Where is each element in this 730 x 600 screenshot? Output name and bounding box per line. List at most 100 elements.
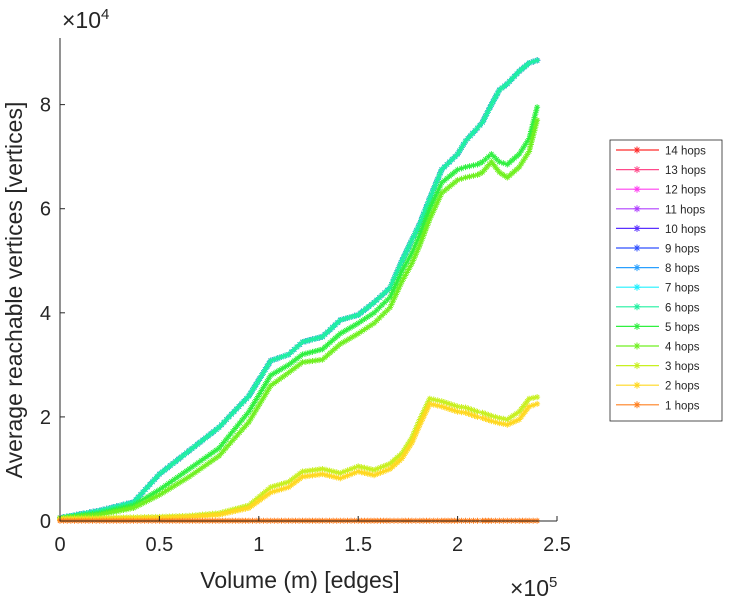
data-point-marker — [243, 411, 250, 418]
data-point-marker — [279, 365, 286, 372]
data-point-marker — [256, 493, 263, 500]
data-point-marker — [188, 445, 195, 452]
data-point-marker — [267, 372, 274, 379]
data-point-marker — [358, 318, 365, 325]
legend-entry: 10 hops — [616, 224, 706, 236]
data-point-marker — [324, 341, 331, 348]
data-point-marker — [179, 514, 186, 521]
data-point-marker — [428, 192, 435, 199]
legend-marker-icon — [633, 146, 641, 154]
data-point-marker — [192, 469, 199, 476]
data-point-marker — [262, 391, 269, 398]
data-point-marker — [504, 80, 511, 87]
data-point-marker — [306, 472, 313, 479]
data-point-marker — [186, 513, 193, 520]
data-point-marker — [449, 171, 456, 178]
data-point-marker — [424, 222, 431, 229]
data-point-marker — [377, 464, 384, 471]
data-point-marker — [404, 446, 411, 453]
x-multiplier: ×10 — [510, 575, 549, 600]
data-point-marker — [299, 473, 306, 480]
data-point-marker — [437, 169, 444, 176]
data-point-marker — [247, 405, 254, 412]
data-point-marker — [262, 493, 269, 500]
data-point-marker — [426, 395, 433, 402]
data-point-marker — [202, 512, 209, 519]
data-point-marker — [225, 509, 232, 516]
legend-label: 4 hops — [665, 342, 700, 354]
data-point-marker — [222, 445, 229, 452]
data-point-marker — [337, 317, 344, 324]
data-point-marker — [520, 403, 527, 410]
data-point-marker — [432, 182, 439, 189]
data-point-marker — [351, 312, 358, 319]
data-point-marker — [199, 437, 206, 444]
data-point-marker — [321, 331, 328, 338]
data-point-marker — [368, 301, 375, 308]
data-point-marker — [387, 465, 394, 472]
data-point-marker — [425, 403, 432, 410]
data-point-marker — [420, 211, 427, 218]
data-point-marker — [423, 401, 430, 408]
data-point-marker — [361, 470, 368, 477]
legend-box — [609, 139, 723, 422]
data-point-marker — [524, 151, 531, 158]
data-point-marker — [483, 110, 490, 117]
data-point-marker — [454, 166, 461, 173]
data-point-marker — [412, 230, 419, 237]
data-point-marker — [254, 378, 261, 385]
data-point-marker — [144, 483, 151, 490]
legend-entry: 2 hops — [616, 381, 700, 393]
data-point-marker — [169, 514, 176, 521]
data-point-marker — [526, 403, 533, 410]
legend-marker-icon — [633, 342, 641, 350]
legend-entry: 4 hops — [616, 342, 700, 354]
data-point-marker — [260, 394, 267, 401]
data-point-marker — [171, 476, 178, 483]
data-point-marker — [381, 299, 388, 306]
data-point-marker — [387, 294, 394, 301]
legend-marker-icon — [633, 205, 641, 213]
data-point-marker — [355, 311, 362, 318]
x-tick-label: 0 — [54, 534, 65, 556]
data-point-marker — [407, 263, 414, 270]
data-point-marker — [271, 356, 278, 363]
data-point-marker — [120, 507, 127, 514]
data-point-marker — [483, 164, 490, 171]
data-point-marker — [264, 491, 271, 498]
data-point-marker — [344, 467, 351, 474]
data-point-marker — [364, 465, 371, 472]
data-point-marker — [251, 497, 258, 504]
data-point-marker — [494, 166, 501, 173]
data-point-marker — [302, 350, 309, 357]
data-point-marker — [232, 434, 239, 441]
data-point-marker — [238, 400, 245, 407]
data-point-marker — [418, 418, 425, 425]
data-point-marker — [408, 249, 415, 256]
data-point-marker — [491, 95, 498, 102]
data-point-marker — [527, 144, 534, 151]
data-point-marker — [176, 514, 183, 521]
data-point-marker — [264, 388, 271, 395]
data-point-marker — [130, 499, 137, 506]
data-point-marker — [454, 403, 461, 410]
data-point-marker — [222, 510, 229, 517]
data-point-marker — [302, 358, 309, 365]
data-point-marker — [198, 457, 205, 464]
data-point-marker — [438, 190, 445, 197]
data-point-marker — [449, 181, 456, 188]
data-point-marker — [219, 511, 226, 518]
data-point-marker — [467, 132, 474, 139]
data-point-marker — [241, 424, 248, 431]
data-point-marker — [309, 472, 316, 479]
data-point-marker — [171, 482, 178, 489]
data-point-marker — [420, 232, 427, 239]
data-point-marker — [140, 500, 147, 507]
data-point-marker — [147, 481, 154, 488]
data-point-marker — [296, 475, 303, 482]
data-point-marker — [149, 478, 156, 485]
data-point-marker — [149, 495, 156, 502]
data-point-marker — [504, 161, 511, 168]
data-point-marker — [411, 243, 418, 250]
data-point-marker — [333, 474, 340, 481]
